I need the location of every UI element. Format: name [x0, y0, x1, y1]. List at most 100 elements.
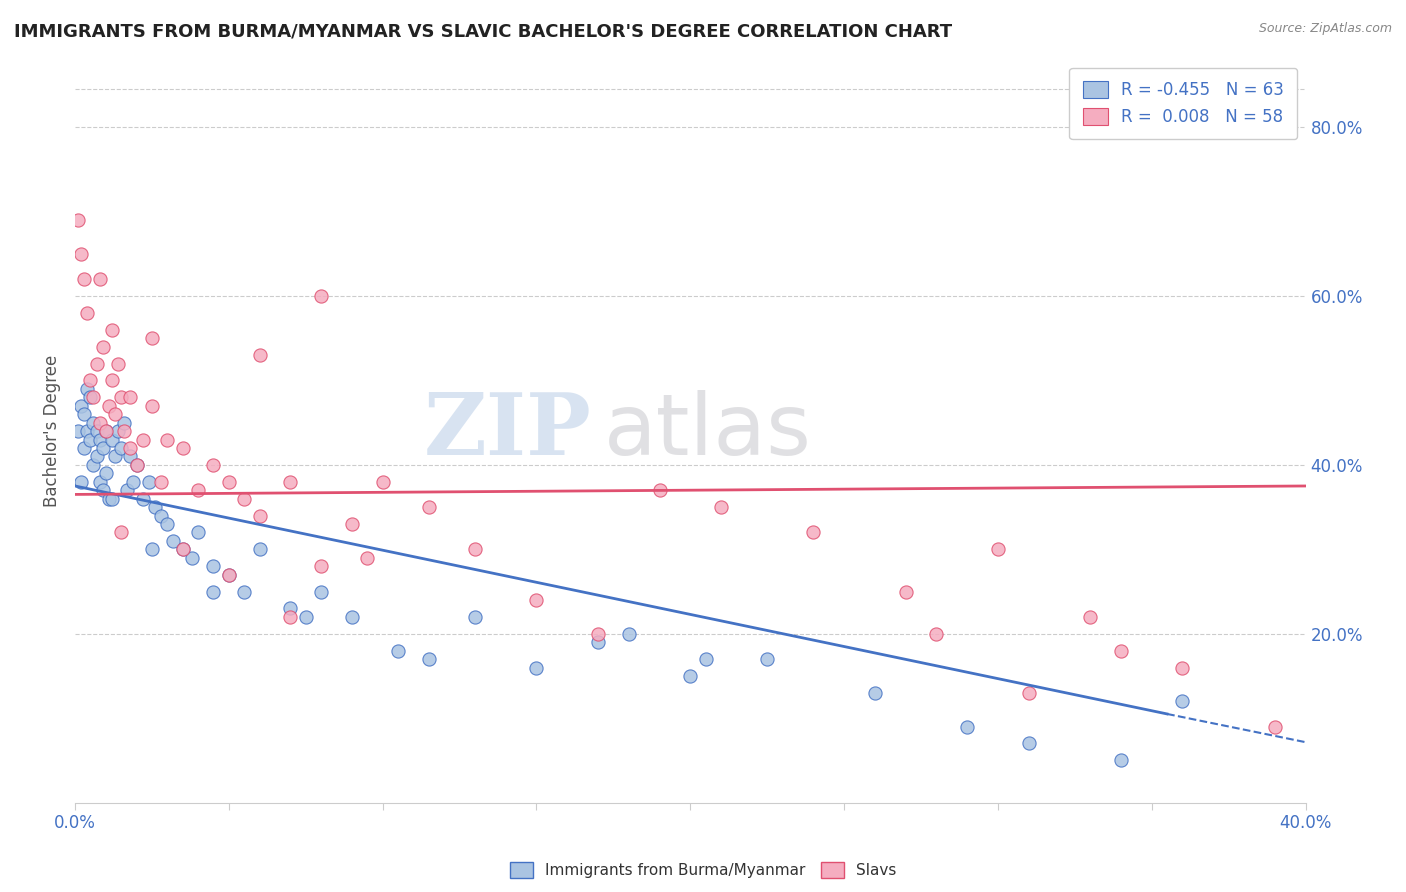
Point: [309, 584, 332, 599]
Point: [679, 669, 702, 683]
Point: [249, 508, 271, 523]
Point: [107, 424, 129, 438]
Point: [202, 584, 225, 599]
Point: [86, 424, 108, 438]
Point: [70, 399, 93, 413]
Point: [464, 542, 486, 557]
Point: [89, 272, 111, 286]
Point: [233, 491, 256, 506]
Point: [67, 424, 90, 438]
Point: [82, 416, 104, 430]
Point: [371, 475, 394, 489]
Point: [110, 390, 132, 404]
Point: [218, 567, 240, 582]
Point: [89, 416, 111, 430]
Point: [202, 458, 225, 472]
Point: [150, 508, 173, 523]
Point: [73, 272, 96, 286]
Point: [79, 390, 101, 404]
Point: [526, 593, 548, 607]
Point: [76, 382, 98, 396]
Text: IMMIGRANTS FROM BURMA/MYANMAR VS SLAVIC BACHELOR'S DEGREE CORRELATION CHART: IMMIGRANTS FROM BURMA/MYANMAR VS SLAVIC …: [14, 22, 952, 40]
Point: [73, 441, 96, 455]
Point: [82, 458, 104, 472]
Point: [418, 500, 440, 514]
Point: [695, 652, 717, 666]
Point: [648, 483, 671, 498]
Text: ZIP: ZIP: [425, 389, 592, 473]
Point: [89, 475, 111, 489]
Text: atlas: atlas: [605, 390, 813, 473]
Point: [309, 289, 332, 303]
Point: [1109, 643, 1132, 657]
Point: [340, 516, 363, 531]
Point: [172, 441, 194, 455]
Point: [340, 610, 363, 624]
Point: [280, 475, 302, 489]
Point: [120, 390, 142, 404]
Point: [1078, 610, 1101, 624]
Point: [94, 424, 117, 438]
Point: [91, 340, 114, 354]
Point: [925, 626, 948, 640]
Point: [110, 441, 132, 455]
Point: [70, 247, 93, 261]
Text: Source: ZipAtlas.com: Source: ZipAtlas.com: [1258, 22, 1392, 36]
Point: [987, 542, 1010, 557]
Point: [138, 475, 160, 489]
Point: [97, 399, 120, 413]
Point: [801, 525, 824, 540]
Point: [101, 323, 124, 337]
Point: [202, 559, 225, 574]
Point: [76, 424, 98, 438]
Point: [97, 491, 120, 506]
Point: [187, 525, 209, 540]
Legend: R = -0.455   N = 63, R =  0.008   N = 58: R = -0.455 N = 63, R = 0.008 N = 58: [1070, 68, 1298, 139]
Point: [180, 550, 202, 565]
Point: [249, 542, 271, 557]
Point: [1018, 737, 1040, 751]
Point: [131, 433, 153, 447]
Point: [894, 584, 917, 599]
Point: [356, 550, 378, 565]
Point: [1264, 720, 1286, 734]
Point: [94, 424, 117, 438]
Point: [233, 584, 256, 599]
Point: [387, 643, 409, 657]
Point: [294, 610, 316, 624]
Point: [218, 475, 240, 489]
Point: [863, 686, 886, 700]
Point: [89, 433, 111, 447]
Point: [1171, 694, 1194, 708]
Point: [1171, 660, 1194, 674]
Point: [586, 635, 609, 649]
Point: [112, 416, 135, 430]
Point: [122, 475, 145, 489]
Point: [956, 720, 979, 734]
Point: [117, 483, 139, 498]
Point: [150, 475, 173, 489]
Point: [91, 441, 114, 455]
Point: [67, 213, 90, 227]
Point: [112, 424, 135, 438]
Point: [156, 433, 179, 447]
Point: [91, 483, 114, 498]
Point: [104, 407, 127, 421]
Point: [141, 399, 163, 413]
Point: [107, 357, 129, 371]
Point: [131, 491, 153, 506]
Point: [1109, 753, 1132, 767]
Point: [1018, 686, 1040, 700]
Point: [280, 601, 302, 615]
Point: [125, 458, 148, 472]
Point: [101, 433, 124, 447]
Point: [172, 542, 194, 557]
Point: [418, 652, 440, 666]
Point: [70, 475, 93, 489]
Point: [586, 626, 609, 640]
Point: [86, 357, 108, 371]
Point: [86, 450, 108, 464]
Point: [76, 306, 98, 320]
Point: [526, 660, 548, 674]
Point: [249, 348, 271, 362]
